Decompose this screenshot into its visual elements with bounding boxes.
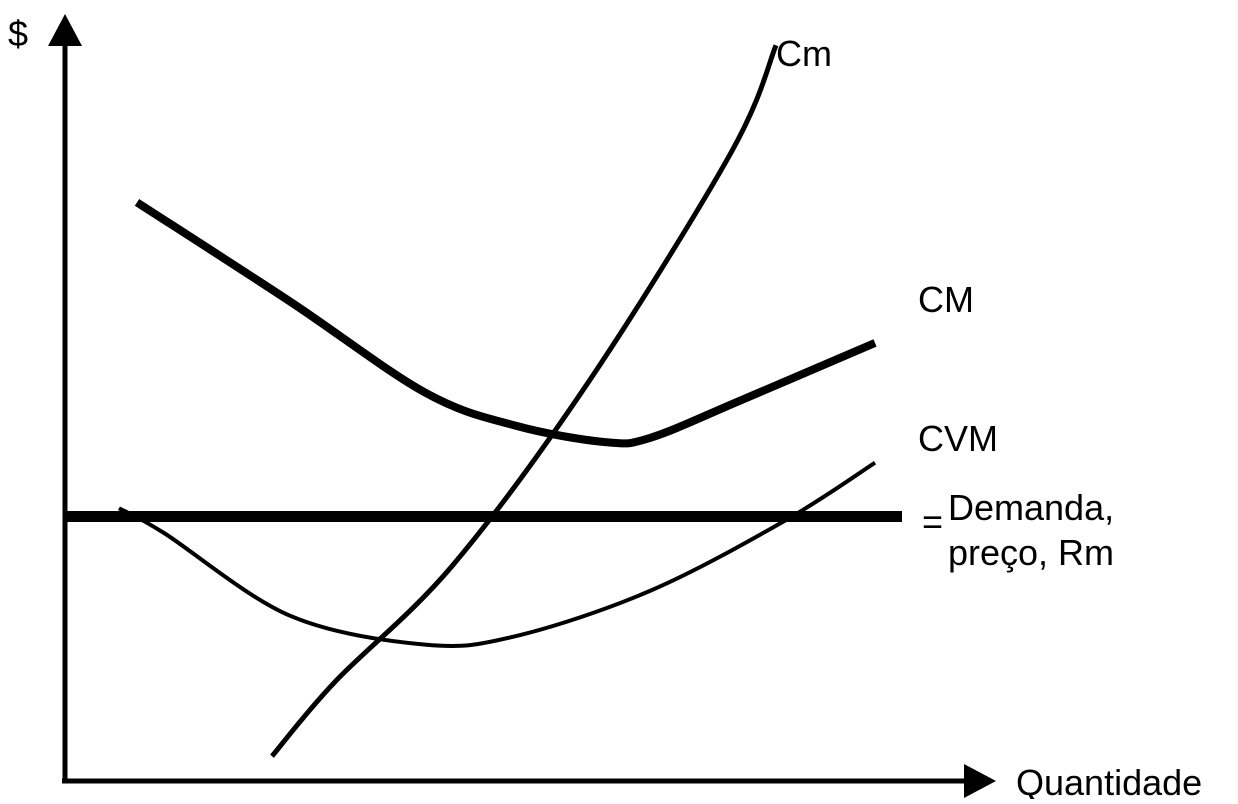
y-axis-label: $ bbox=[8, 13, 28, 54]
series-line-cvm bbox=[118, 461, 877, 649]
cm-avg-label: CM bbox=[918, 279, 974, 320]
demand-label-line2: preço, Rm bbox=[948, 532, 1114, 573]
x-axis-label: Quantidade bbox=[1016, 762, 1202, 799]
equals-sign: = bbox=[922, 501, 943, 542]
y-axis-arrow bbox=[48, 14, 82, 46]
x-axis-arrow bbox=[964, 764, 996, 798]
curves-group bbox=[65, 44, 902, 758]
series-line-cm bbox=[270, 44, 779, 758]
series-line-cm bbox=[134, 198, 877, 448]
cm-label: Cm bbox=[776, 33, 832, 74]
demand-label-line1: Demanda, bbox=[948, 487, 1114, 528]
cvm-label: CVM bbox=[918, 418, 998, 459]
